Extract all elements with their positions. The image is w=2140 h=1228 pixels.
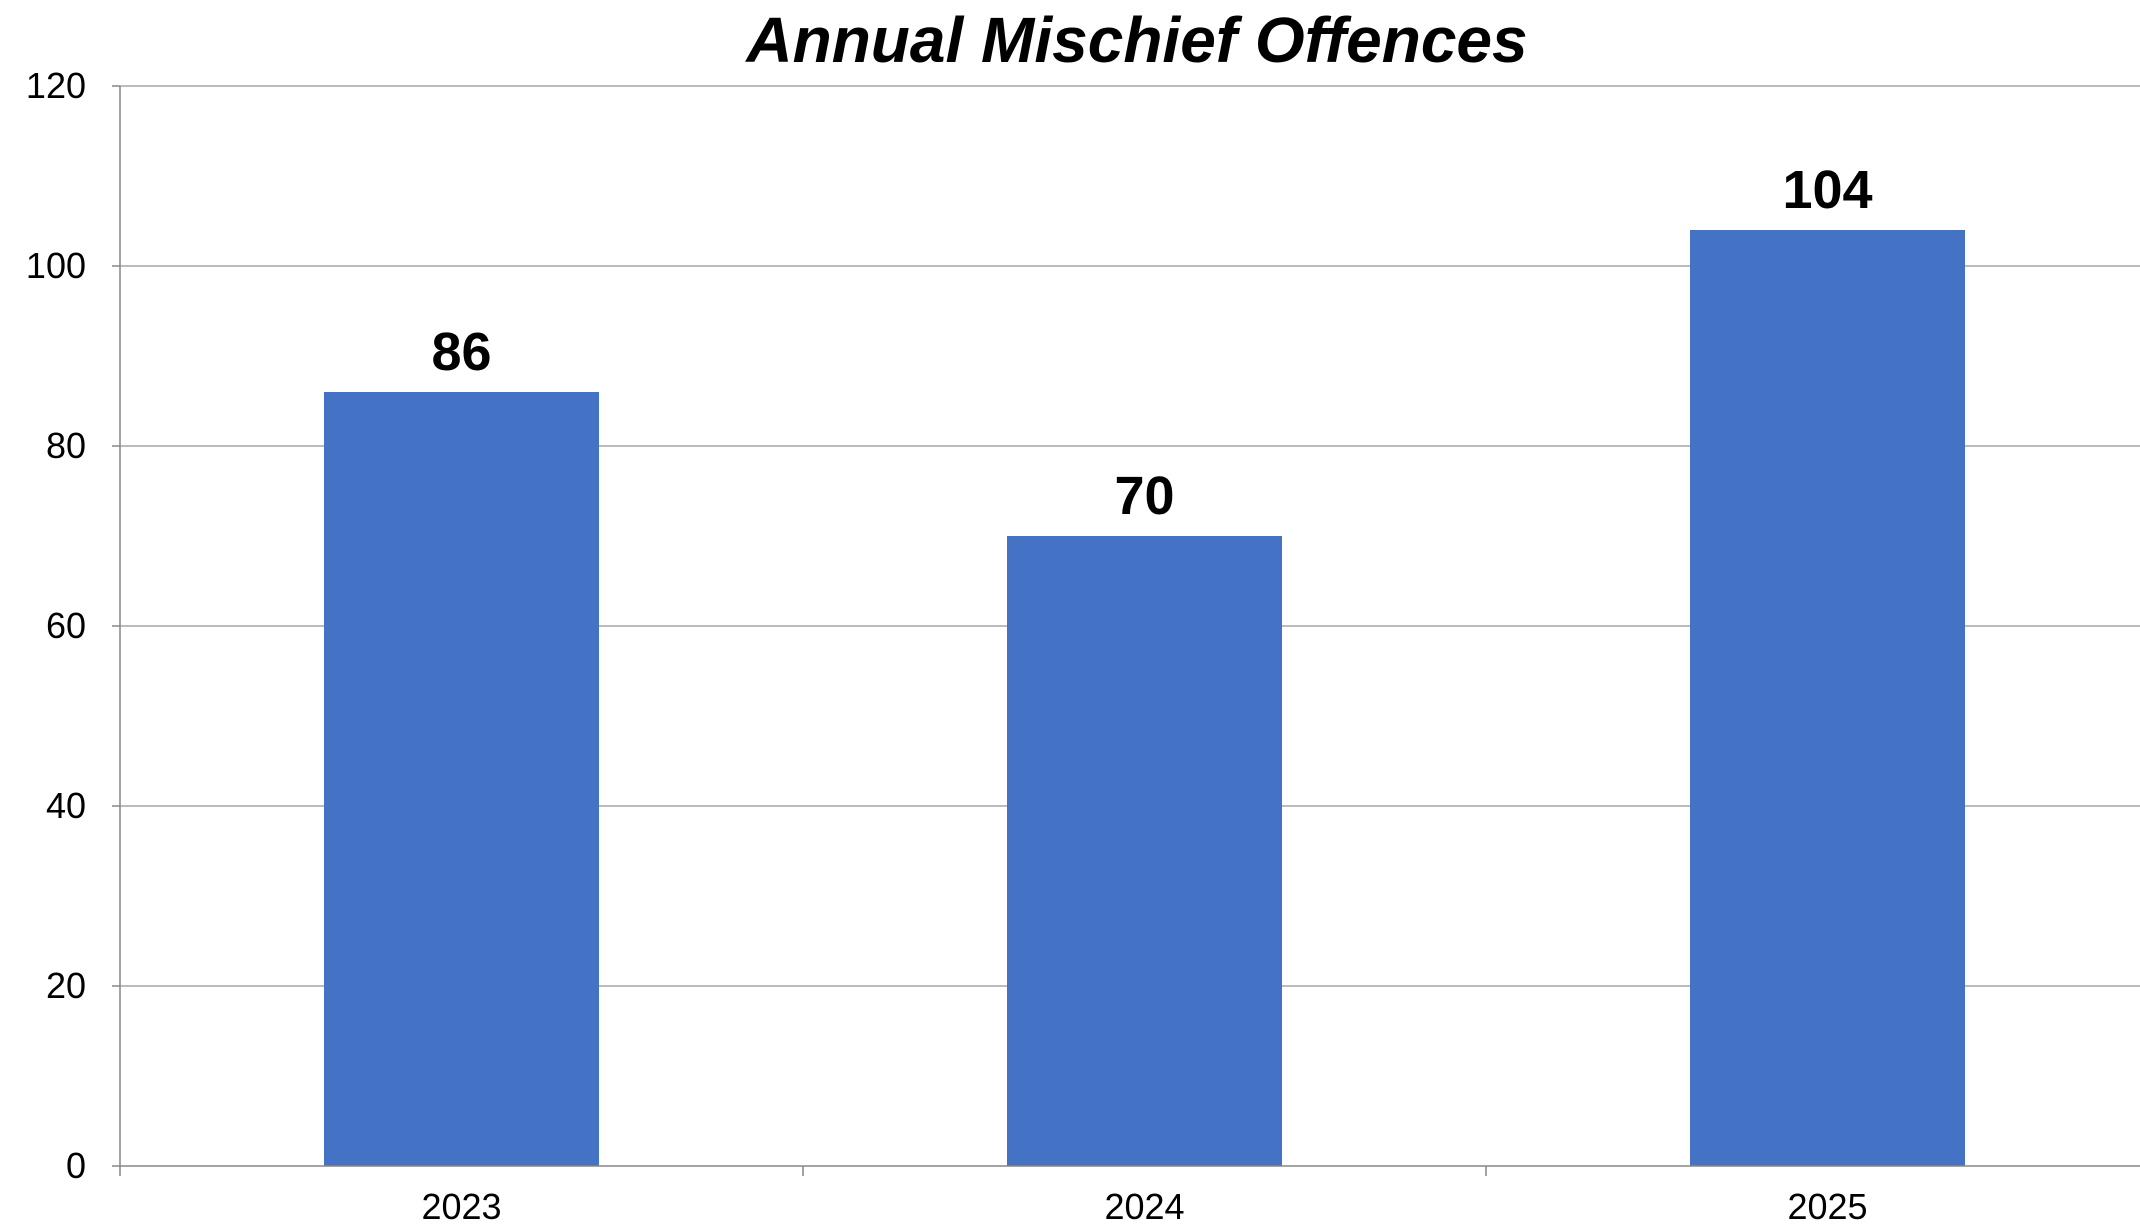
bar-2024 [1007, 536, 1282, 1166]
data-label-2024: 70 [1114, 466, 1174, 526]
y-tick-label: 80 [46, 425, 86, 466]
y-tick-label: 0 [66, 1145, 86, 1186]
x-tick-label: 2024 [1104, 1186, 1184, 1227]
labels: 0 20 40 60 80 100 120 86 2023 70 2024 104 2025 [26, 65, 1873, 1227]
bar-2023 [324, 392, 599, 1166]
y-tick-label: 40 [46, 785, 86, 826]
data-label-2025: 104 [1782, 160, 1872, 220]
y-tick-label: 100 [26, 245, 86, 286]
bar-2025 [1690, 230, 1965, 1166]
bars [324, 230, 1965, 1166]
x-tick-label: 2025 [1787, 1186, 1867, 1227]
y-tick-label: 20 [46, 965, 86, 1006]
y-tick-label: 120 [26, 65, 86, 106]
data-label-2023: 86 [431, 322, 491, 382]
y-tick-label: 60 [46, 605, 86, 646]
chart-title: Annual Mischief Offences [744, 4, 1527, 76]
axes [112, 85, 2140, 1176]
x-tick-label: 2023 [421, 1186, 501, 1227]
